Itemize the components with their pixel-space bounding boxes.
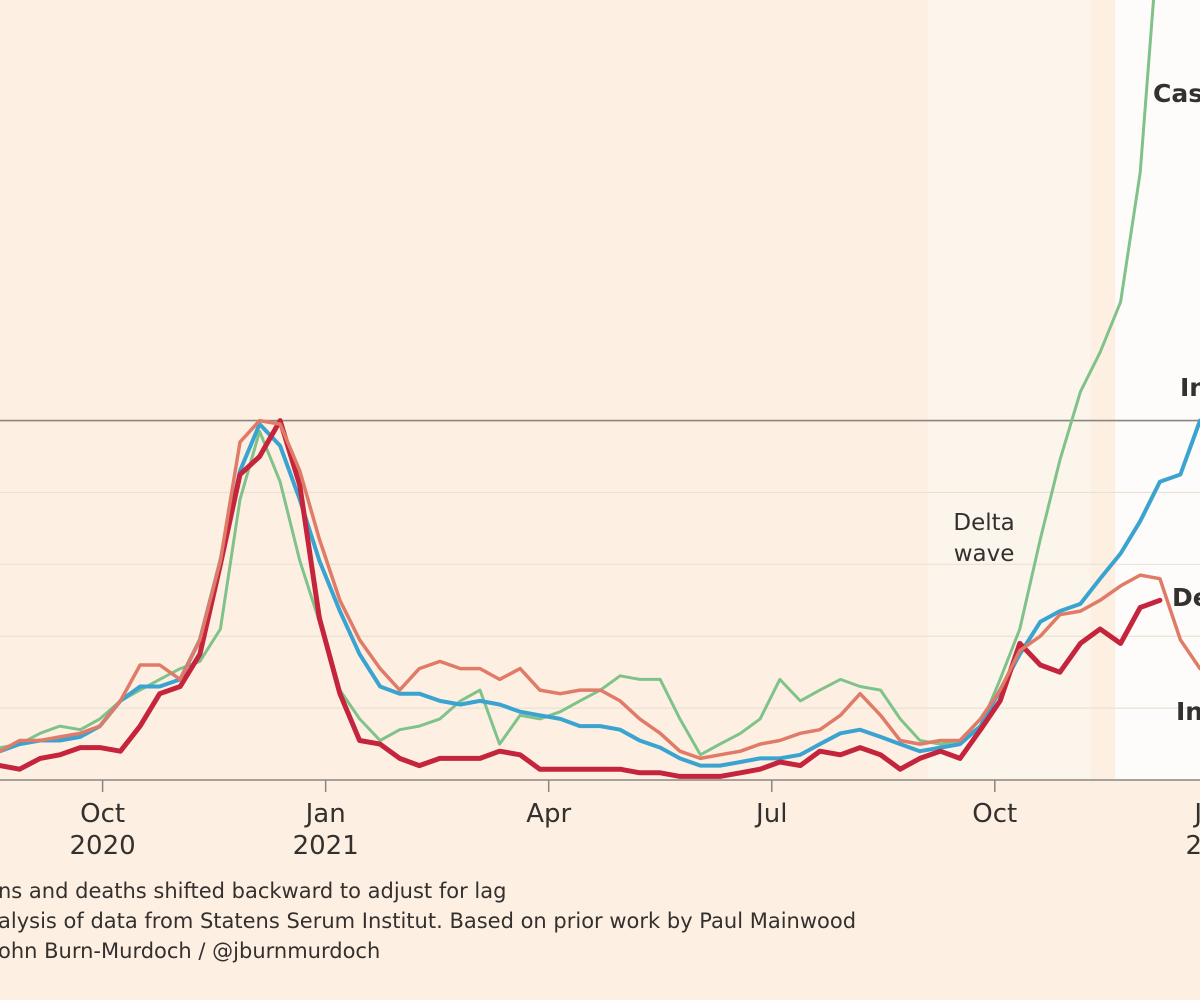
footnote: alysis of data from Statens Serum Instit… (0, 909, 856, 933)
annotation: Delta (953, 510, 1014, 536)
series-label: In (1180, 373, 1200, 402)
series-label: De (1172, 583, 1200, 612)
series-label: Cas (1153, 79, 1200, 108)
x-tick-label: Jul (754, 799, 787, 829)
x-tick-label: Oct (80, 799, 125, 829)
shaded-period (927, 0, 1091, 780)
x-tick-year: 2021 (293, 831, 359, 861)
series-line (0, 418, 1200, 761)
x-tick-label: Apr (526, 799, 571, 829)
x-tick-label: Jan (304, 799, 346, 829)
x-tick-label: J (1192, 799, 1200, 829)
x-tick-label: Oct (972, 799, 1017, 829)
lines (0, 0, 1200, 779)
series-label: In (1176, 697, 1200, 726)
footnote: ohn Burn-Murdoch / @jburnmurdoch (0, 939, 380, 963)
x-tick-year: 2020 (70, 831, 136, 861)
x-tick-year: 2 (1185, 831, 1200, 861)
annotation: wave (954, 541, 1015, 567)
series-line (0, 418, 1163, 779)
footnote: ns and deaths shifted backward to adjust… (0, 879, 506, 903)
